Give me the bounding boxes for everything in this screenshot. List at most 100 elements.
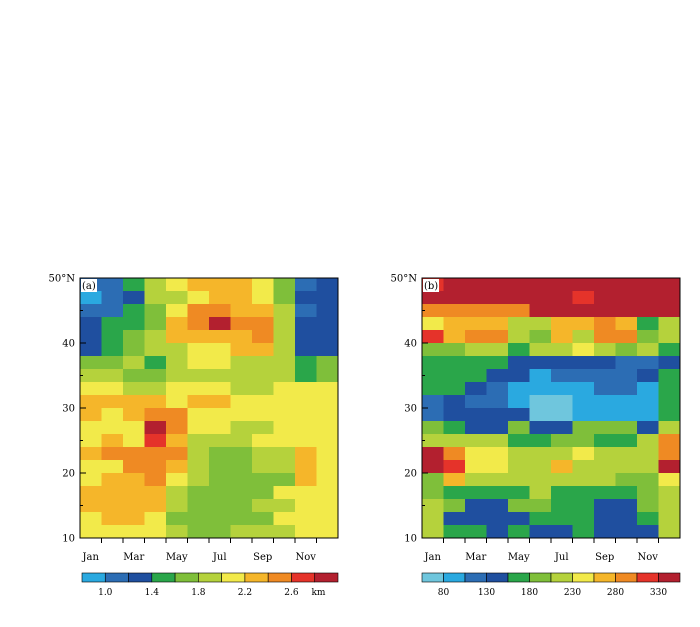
heatmap-cell (273, 525, 296, 539)
heatmap-cell (316, 317, 339, 331)
x-tick-label: Jan (424, 552, 442, 563)
heatmap-cell (551, 369, 573, 383)
heatmap-cell (594, 382, 616, 396)
heatmap-cell (529, 304, 552, 318)
heatmap-cell (551, 356, 573, 370)
heatmap-cell (230, 278, 253, 292)
heatmap-cell (316, 421, 339, 435)
heatmap-cell (594, 395, 616, 409)
colorbar-swatch (128, 572, 153, 583)
heatmap-cell (144, 486, 167, 500)
heatmap-cell (123, 330, 145, 344)
heatmap-cell (252, 317, 274, 331)
heatmap-cell (508, 278, 530, 292)
heatmap-cell (252, 330, 274, 344)
heatmap-cell (572, 291, 595, 305)
heatmap-cell (252, 460, 274, 474)
heatmap-cell (101, 317, 124, 331)
heatmap-cell (123, 473, 145, 487)
heatmap-cell (166, 317, 188, 331)
heatmap-cell (123, 369, 145, 383)
heatmap-cell (166, 460, 188, 474)
heatmap-cell (252, 291, 274, 305)
heatmap-cell (615, 447, 638, 461)
heatmap-cell (551, 525, 573, 539)
heatmap-cell (615, 291, 638, 305)
heatmap-cell (637, 486, 659, 500)
y-axis-a: 50°N 40 30 20 10 (49, 274, 86, 545)
heatmap-cell (637, 434, 659, 448)
x-tick-label: Jan (82, 552, 100, 563)
heatmap-cell (443, 304, 466, 318)
heatmap-cell (443, 395, 466, 409)
heatmap-cell (123, 356, 145, 370)
colorbar-swatch (267, 572, 292, 583)
heatmap-cell (230, 447, 253, 461)
heatmap-cell (551, 486, 573, 500)
heatmap-cell (209, 304, 231, 318)
heatmap-cell (144, 460, 167, 474)
heatmap-cell (166, 512, 188, 526)
heatmap-cell (295, 330, 317, 344)
heatmap-cell (230, 317, 253, 331)
heatmap-cell (80, 447, 102, 461)
heatmap-cell (209, 356, 231, 370)
y-tick-label: 20 (404, 469, 417, 480)
heatmap-cell (316, 473, 339, 487)
heatmap-cell (252, 369, 274, 383)
y-tick-label: 40 (404, 339, 417, 350)
heatmap-cell (658, 473, 681, 487)
heatmap-cell (101, 356, 124, 370)
heatmap-cell (615, 317, 638, 331)
heatmap-cell (252, 278, 274, 292)
heatmap-cell (295, 304, 317, 318)
heatmap-cell (529, 447, 552, 461)
heatmap-cell (572, 525, 595, 539)
heatmap-cell (295, 512, 317, 526)
heatmap-cell (615, 343, 638, 357)
heatmap-cell (316, 343, 339, 357)
colorbar-swatch (636, 572, 659, 583)
colorbar-swatch (658, 572, 681, 583)
colorbar-swatch (529, 572, 552, 583)
heatmap-cell (486, 408, 509, 422)
heatmap-cell (551, 447, 573, 461)
colorbar-label: 1.4 (145, 588, 160, 598)
colorbar-swatch (244, 572, 269, 583)
heatmap-cell (273, 460, 296, 474)
x-axis-a: Jan Mar May Jul Sep Nov (82, 538, 317, 563)
colorbar-swatch (593, 572, 616, 583)
heatmap-cell (637, 317, 659, 331)
heatmap-cell (443, 486, 466, 500)
heatmap-cell (166, 382, 188, 396)
heatmap-cell (658, 525, 681, 539)
heatmap-cell (637, 395, 659, 409)
heatmap-cell (465, 408, 487, 422)
heatmap-cell (209, 447, 231, 461)
heatmap-cell (572, 330, 595, 344)
heatmap-cell (572, 447, 595, 461)
heatmap-cell (144, 382, 167, 396)
heatmap-cell (572, 486, 595, 500)
heatmap-cell (637, 356, 659, 370)
heatmap-cell (422, 434, 444, 448)
heatmap-cell (508, 421, 530, 435)
heatmap-cell (508, 525, 530, 539)
x-tick-label: Jul (554, 552, 569, 563)
heatmap-cell (316, 395, 339, 409)
heatmap-cell (422, 486, 444, 500)
heatmap-cell (101, 369, 124, 383)
heatmap-cell (615, 356, 638, 370)
heatmap-cell (316, 460, 339, 474)
heatmap-cell (551, 421, 573, 435)
heatmap-cell (187, 473, 210, 487)
heatmap-cell (80, 473, 102, 487)
heatmap-cell (273, 369, 296, 383)
heatmap-cell (252, 382, 274, 396)
heatmap-cell (187, 278, 210, 292)
heatmap-cell (209, 317, 231, 331)
heatmap-cell (230, 304, 253, 318)
heatmap-cell (422, 421, 444, 435)
heatmap-cell (615, 486, 638, 500)
heatmap-cell (209, 486, 231, 500)
